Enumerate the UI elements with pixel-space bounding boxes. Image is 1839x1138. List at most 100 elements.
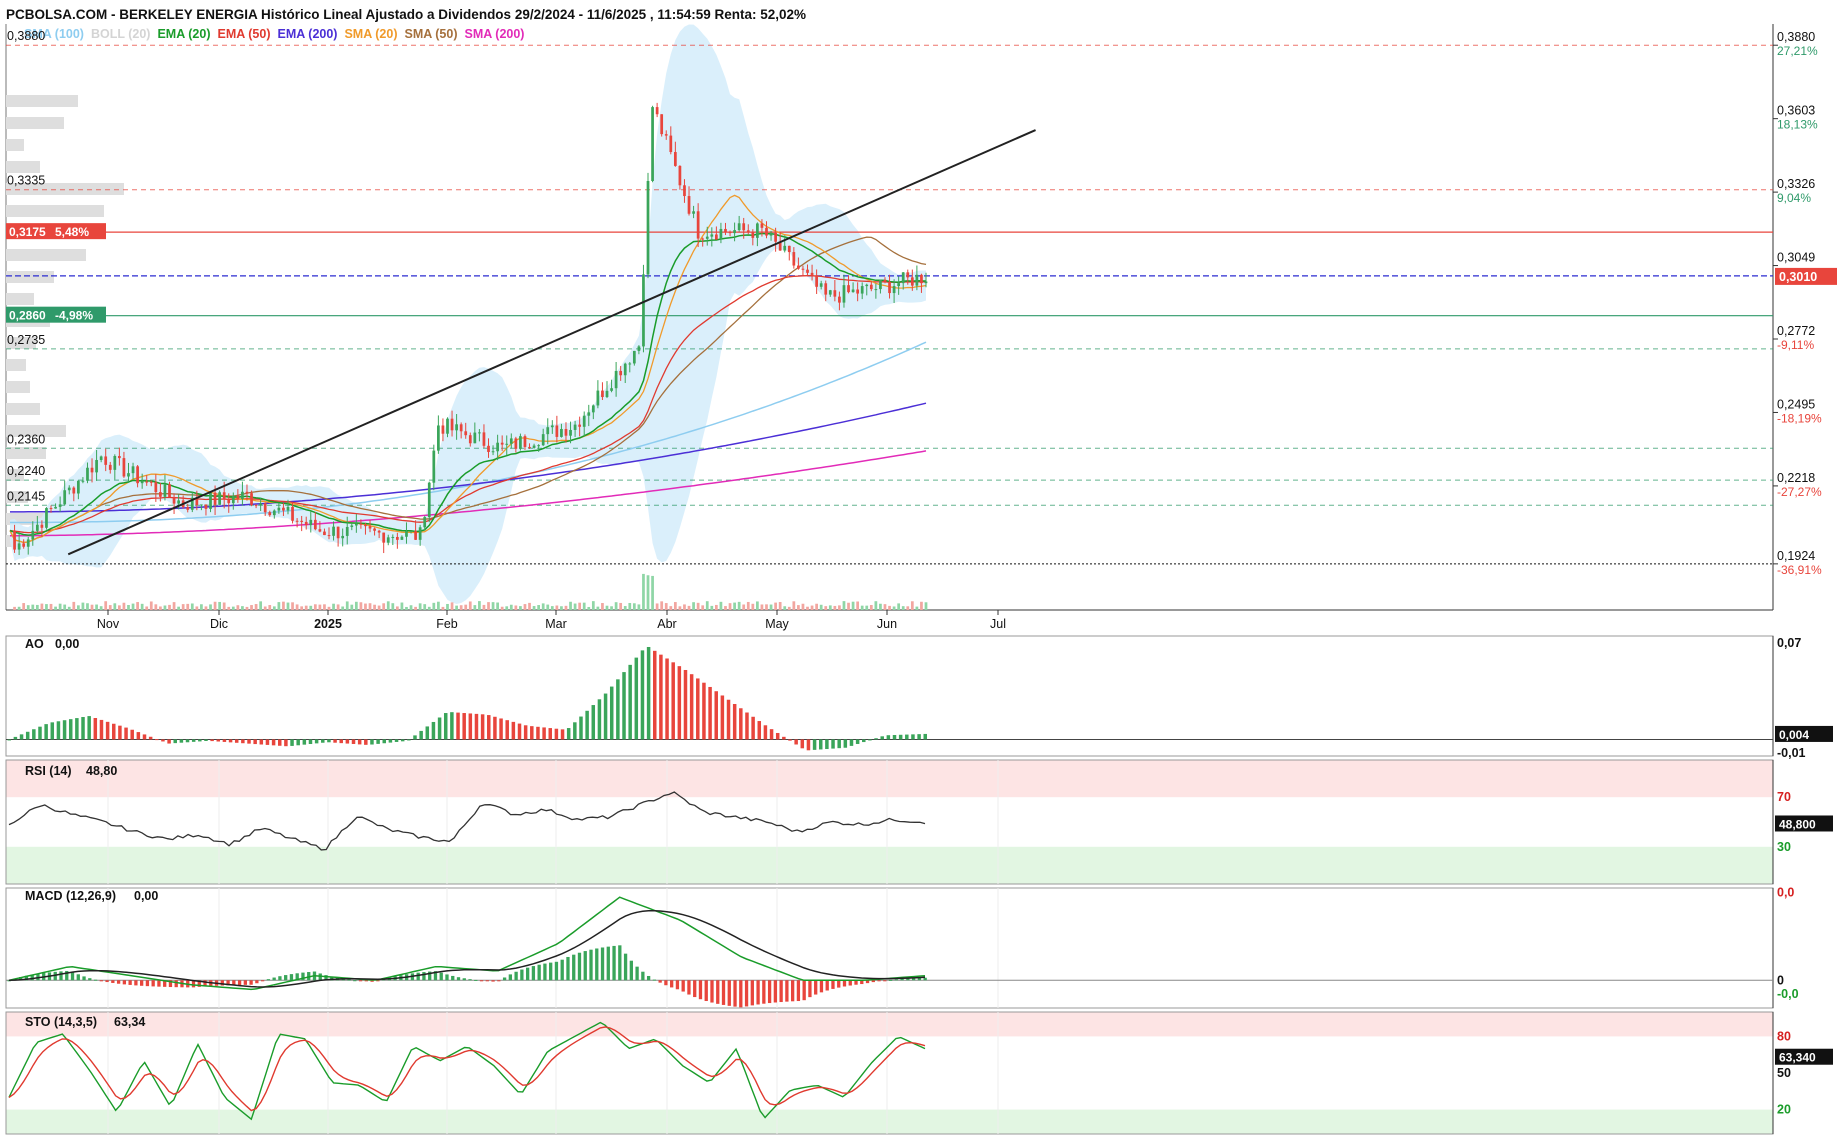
y-tick-label: 0,3049 [1777, 251, 1815, 265]
volume-bar [851, 601, 855, 610]
indicator-axis-label: 0,0 [1777, 886, 1794, 900]
ao-panel: 0,07 -0,01 0,004 [5, 635, 1833, 760]
ao-bar [917, 734, 921, 740]
ao-bar [357, 739, 362, 745]
indicator-axis-label: 80 [1777, 1029, 1791, 1043]
volume-bar [432, 602, 436, 610]
candle-body [72, 487, 76, 494]
macd-histogram-bar [462, 978, 466, 981]
candle-body [683, 185, 686, 197]
volume-bar [797, 605, 800, 610]
volume-bar [140, 603, 144, 610]
macd-histogram-bar [652, 979, 657, 981]
candle-body [359, 523, 363, 525]
candle-body [427, 482, 431, 518]
volume-bar [268, 605, 272, 610]
volume-bar [136, 602, 139, 610]
volume-profile-bar [6, 95, 78, 107]
candle-body [596, 390, 600, 406]
ao-bar [13, 736, 18, 740]
macd-histogram-bar [514, 971, 518, 981]
candle-body [792, 252, 796, 266]
candle-body [487, 445, 490, 452]
candle-body [874, 289, 878, 291]
macd-histogram-bar [664, 980, 668, 986]
volume-bar [824, 606, 828, 610]
candle-body [104, 456, 108, 465]
macd-histogram-bar [554, 961, 559, 981]
candle-body [149, 481, 153, 483]
y-tick-pct: -36,91% [1777, 563, 1822, 577]
volume-bar [250, 605, 253, 610]
macd-histogram-bar [502, 977, 507, 981]
volume-profile-bar [6, 491, 28, 503]
ao-bar [81, 717, 85, 740]
candle-body [692, 211, 695, 214]
volume-bar [560, 606, 563, 610]
volume-bar [163, 605, 167, 610]
volume-bar [815, 603, 818, 610]
ao-bar [443, 713, 448, 740]
volume-bar [354, 601, 358, 610]
volume-bar [282, 601, 285, 610]
candle-body [336, 526, 340, 539]
candle-body [304, 521, 308, 526]
volume-bar [505, 606, 509, 610]
macd-histogram-bar [226, 980, 230, 986]
candle-body [391, 536, 395, 538]
macd-histogram-bar [324, 975, 328, 981]
candle-body [395, 536, 399, 540]
support-value: 0,2860 [9, 309, 46, 323]
volume-bar [437, 601, 440, 610]
candle-body [332, 526, 335, 536]
volume-bar [514, 605, 518, 610]
candle-body [22, 543, 26, 547]
volume-bar [104, 601, 108, 610]
macd-histogram-bar [704, 980, 708, 1002]
volume-bar [131, 603, 135, 610]
candle-body [373, 528, 376, 531]
volume-bar [118, 605, 121, 610]
sto-overbought-zone [6, 1012, 1773, 1037]
volume-bar [464, 604, 468, 610]
volume-bar [332, 603, 335, 610]
macd-histogram-bar [157, 980, 161, 987]
candle-body [924, 281, 928, 284]
macd-histogram-bar [318, 973, 322, 981]
macd-histogram-bar [721, 980, 726, 1005]
volume-bar [601, 603, 604, 610]
ao-bar [591, 705, 596, 740]
candle-body [127, 473, 130, 477]
macd-histogram-bar [629, 960, 633, 981]
volume-bar [13, 606, 16, 610]
sto-panel: 80 50 20 63,340 [5, 1011, 1833, 1135]
candle-body [464, 431, 468, 436]
ao-bar [32, 729, 36, 740]
ao-bar [155, 739, 159, 741]
volume-bar [519, 606, 522, 610]
ao-bar [800, 739, 805, 749]
candle-body [455, 424, 458, 431]
volume-bar [318, 604, 322, 610]
volume-bar [541, 603, 545, 610]
candle-body [254, 504, 258, 506]
volume-bar [787, 606, 791, 610]
candle-body [851, 289, 855, 293]
ao-bar [167, 739, 171, 744]
candle-body [619, 370, 623, 376]
volume-bar [359, 602, 363, 610]
candle-body [869, 284, 873, 290]
volume-bar [254, 604, 258, 610]
ao-bar [874, 738, 878, 740]
legend-item: EMA (20) [157, 27, 210, 41]
macd-histogram-bar [814, 980, 818, 995]
candle-body [783, 245, 787, 251]
volume-bar [569, 601, 572, 610]
volume-bar [564, 605, 568, 610]
macd-histogram-bar [623, 953, 628, 981]
ao-bar [769, 729, 774, 740]
volume-bar [724, 606, 727, 610]
ao-bar [806, 739, 811, 751]
ao-bar [812, 739, 817, 750]
candle-body [901, 272, 905, 284]
